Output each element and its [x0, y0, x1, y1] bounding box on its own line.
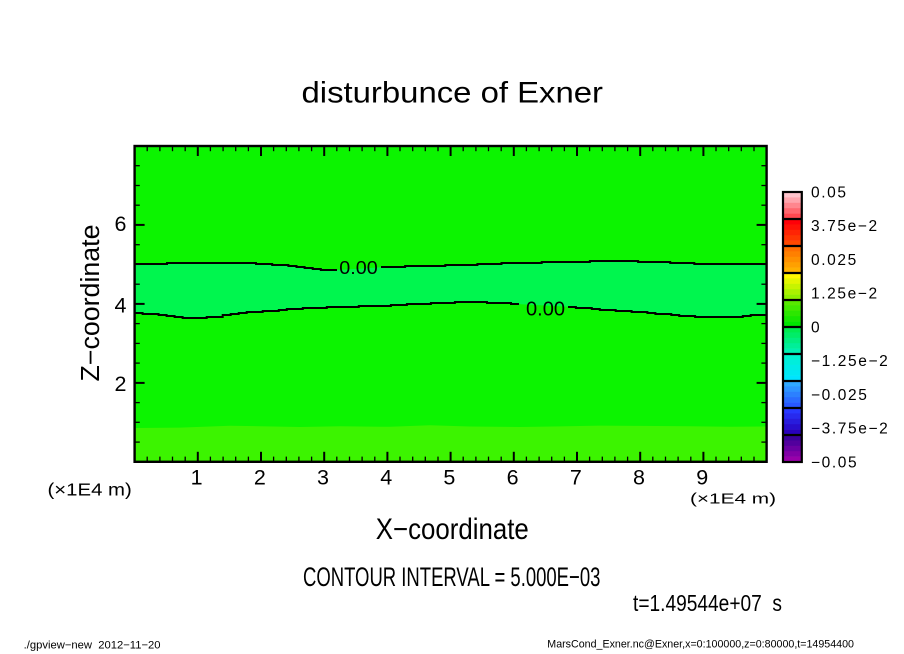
svg-text:X−coordinate: X−coordinate [376, 513, 529, 546]
svg-text:−1.25e−2: −1.25e−2 [811, 353, 889, 370]
svg-text:(×1E4 m): (×1E4 m) [690, 491, 776, 508]
svg-text:0.025: 0.025 [811, 252, 858, 269]
svg-text:1.25e−2: 1.25e−2 [811, 286, 879, 303]
svg-text:9: 9 [696, 466, 708, 490]
svg-text:MarsCond_Exner.nc@Exner,x=0:10: MarsCond_Exner.nc@Exner,x=0:100000,z=0:8… [547, 639, 854, 651]
svg-text:(×1E4 m): (×1E4 m) [48, 480, 132, 500]
svg-text:1: 1 [191, 466, 203, 490]
svg-text:3: 3 [317, 466, 329, 490]
svg-text:Z−coordinate: Z−coordinate [77, 225, 105, 382]
svg-text:6: 6 [115, 212, 127, 236]
svg-text:2: 2 [254, 466, 266, 490]
svg-text:2: 2 [115, 372, 127, 396]
svg-text:4: 4 [380, 466, 392, 490]
svg-text:−3.75e−2: −3.75e−2 [811, 421, 889, 438]
svg-text:disturbunce of Exner: disturbunce of Exner [302, 77, 604, 110]
svg-text:0.00: 0.00 [526, 299, 565, 321]
svg-text:0.05: 0.05 [811, 184, 848, 201]
svg-text:0: 0 [811, 319, 821, 336]
svg-text:3.75e−2: 3.75e−2 [811, 218, 879, 235]
svg-text:6: 6 [507, 466, 519, 490]
svg-text:4: 4 [115, 294, 127, 318]
svg-text:8: 8 [633, 466, 645, 490]
svg-text:−0.025: −0.025 [811, 387, 868, 404]
svg-text:5: 5 [443, 466, 455, 490]
svg-text:0.00: 0.00 [339, 257, 377, 278]
svg-text:./gpview−new 2012−11−20: ./gpview−new 2012−11−20 [24, 640, 161, 652]
svg-text:CONTOUR INTERVAL = 5.000E−03: CONTOUR INTERVAL = 5.000E−03 [303, 562, 600, 592]
svg-text:t=1.49544e+07 s: t=1.49544e+07 s [633, 590, 782, 616]
svg-text:7: 7 [570, 466, 582, 490]
svg-text:−0.05: −0.05 [811, 454, 858, 471]
